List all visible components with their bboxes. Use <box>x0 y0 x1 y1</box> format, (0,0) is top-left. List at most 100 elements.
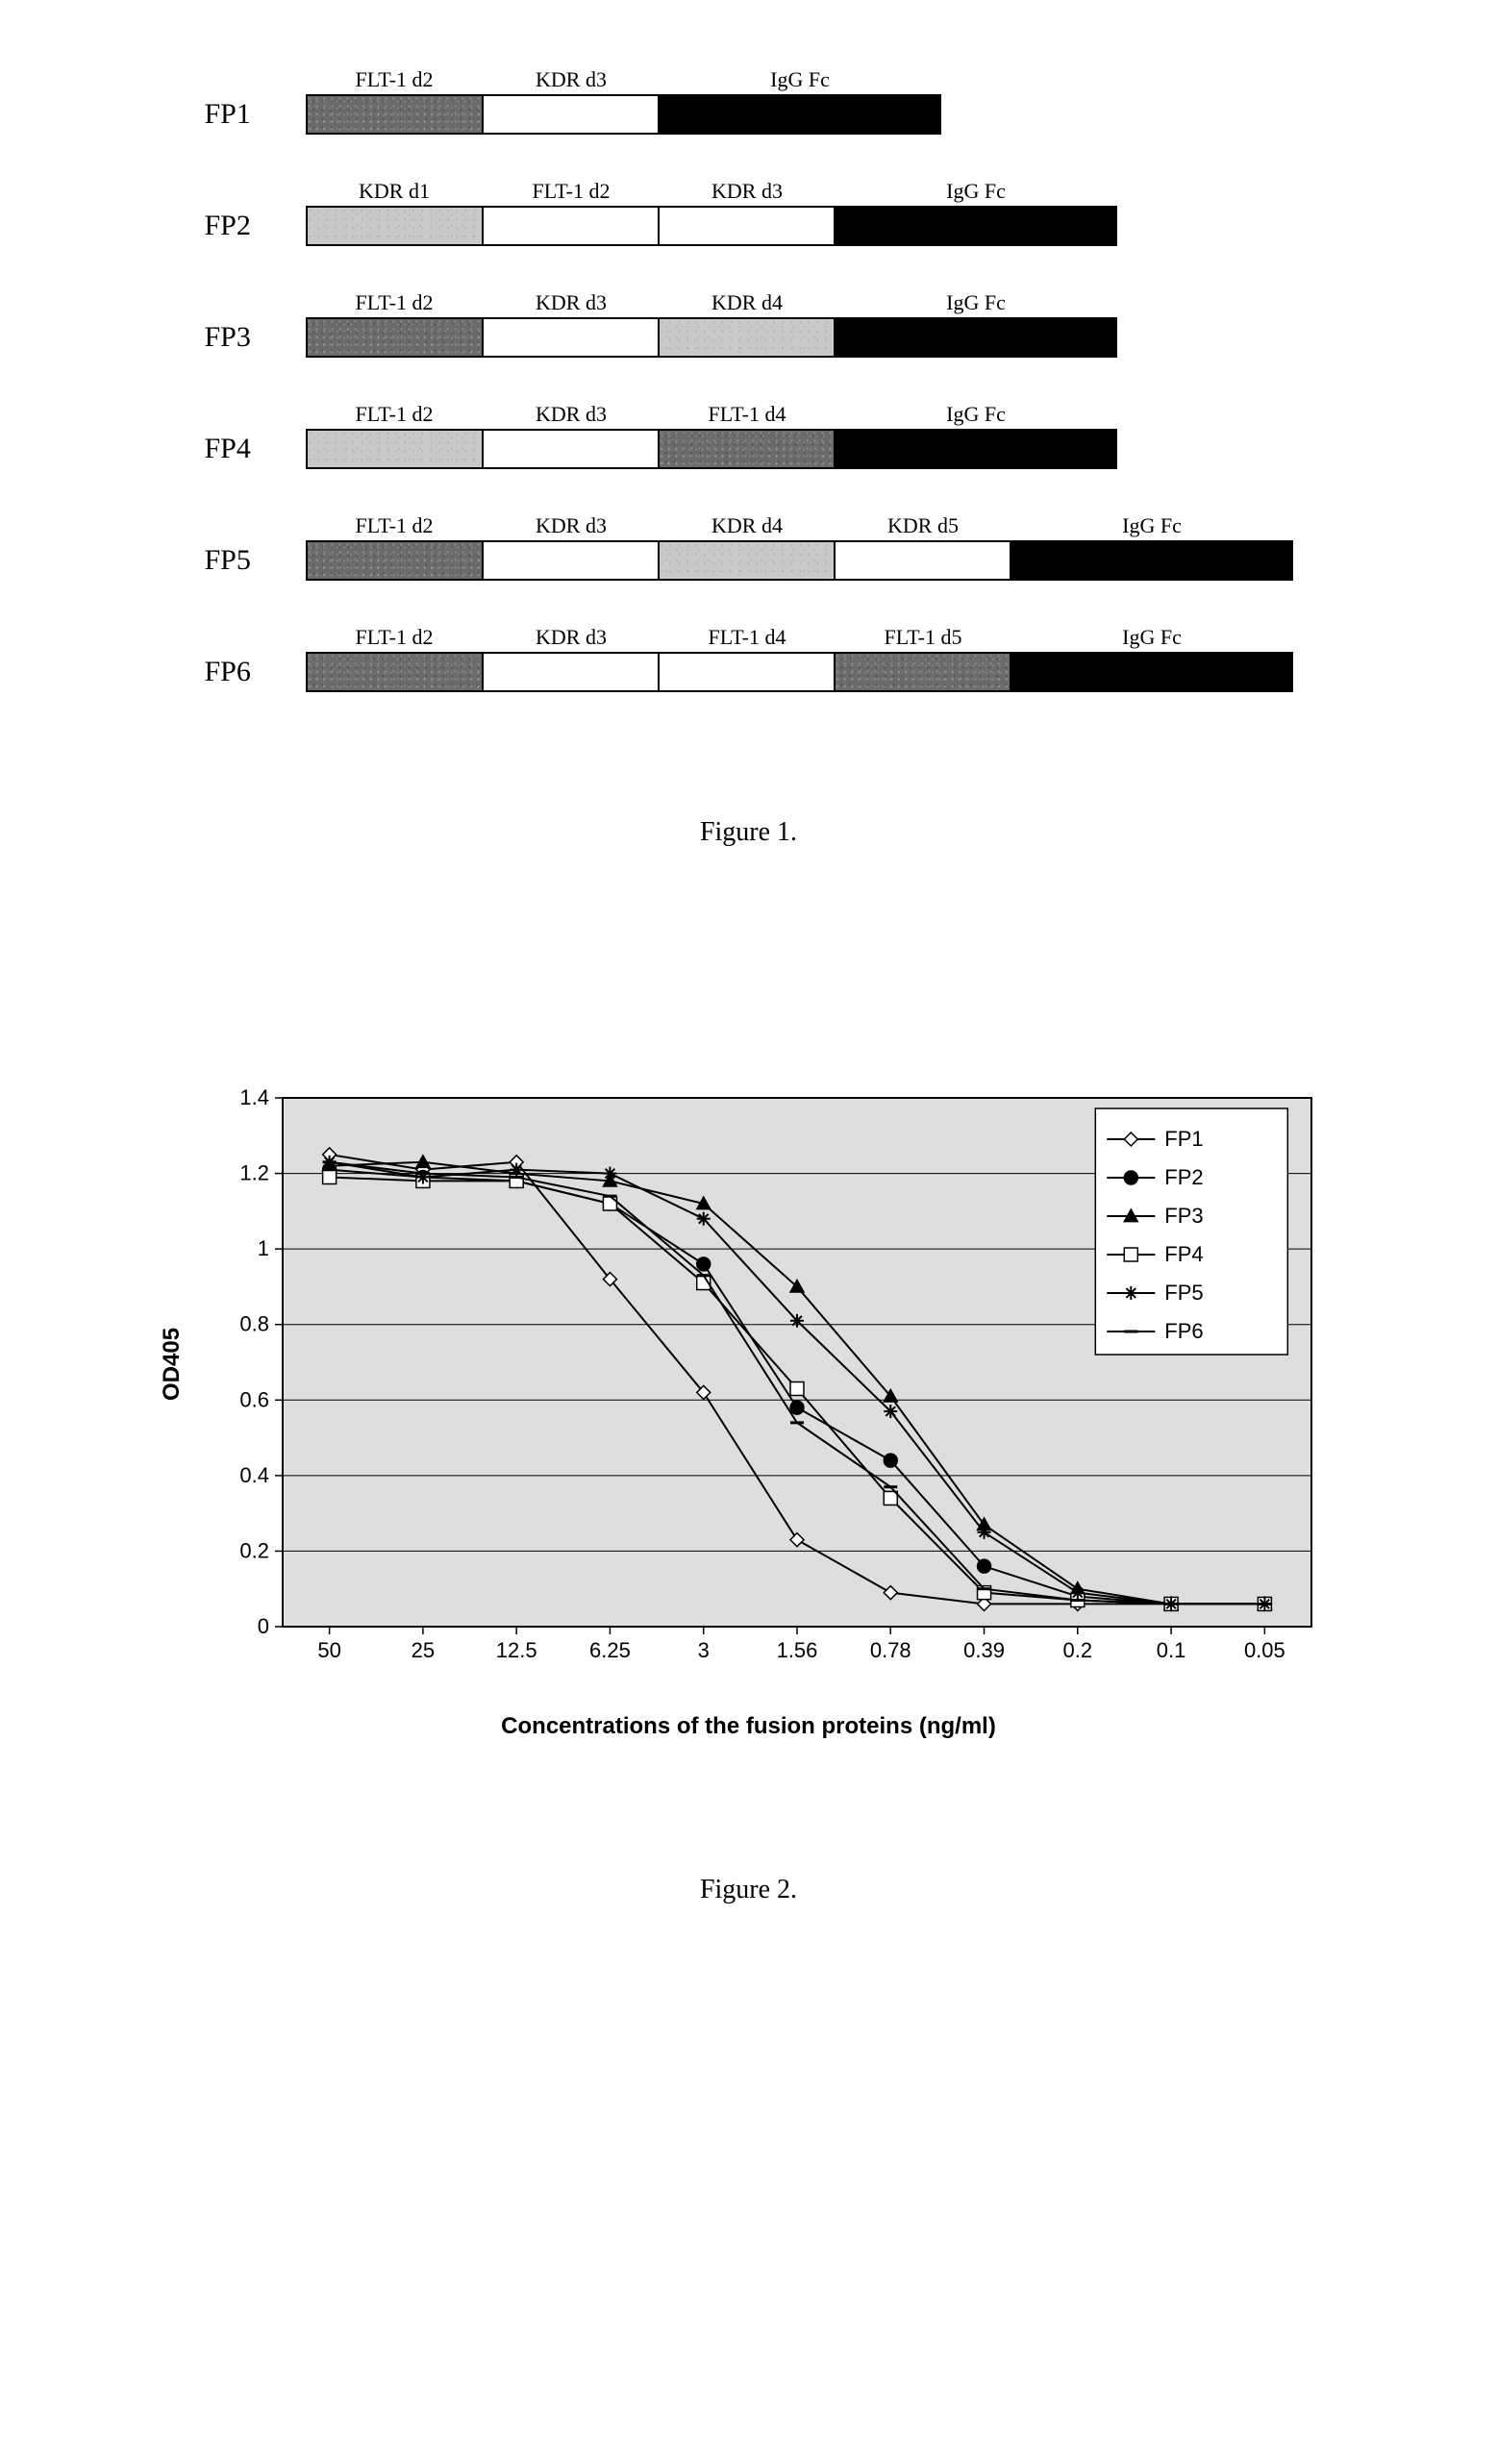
construct-row: FP4 FLT-1 d2 KDR d3 FLT-1 d4 IgG Fc <box>205 402 1293 469</box>
construct-label: FP4 <box>205 433 306 469</box>
domain-unit: IgG Fc <box>836 402 1117 469</box>
domain-box <box>834 429 1117 469</box>
domain-label: IgG Fc <box>1122 513 1182 538</box>
domain-label: FLT-1 d2 <box>356 625 434 650</box>
domain-label: FLT-1 d2 <box>533 179 611 204</box>
domain-label: FLT-1 d4 <box>709 625 786 650</box>
domain-box <box>658 429 836 469</box>
domain-box <box>1010 540 1293 581</box>
domain-group: FLT-1 d2 KDR d3 IgG Fc <box>306 67 941 135</box>
domain-unit: KDR d3 <box>484 513 660 581</box>
construct-label: FP5 <box>205 544 306 581</box>
domain-box <box>658 94 941 135</box>
domain-box <box>834 317 1117 358</box>
construct-label: FP2 <box>205 210 306 246</box>
domain-group: FLT-1 d2 KDR d3 FLT-1 d4 IgG Fc <box>306 402 1117 469</box>
domain-box <box>834 652 1011 692</box>
construct-row: FP2KDR d1FLT-1 d2KDR d3IgG Fc <box>205 179 1293 246</box>
domain-unit: FLT-1 d5 <box>836 625 1011 692</box>
domain-unit: FLT-1 d2 <box>484 179 660 246</box>
domain-unit: FLT-1 d2 <box>306 625 484 692</box>
svg-text:25: 25 <box>411 1638 434 1662</box>
domain-label: FLT-1 d2 <box>356 402 434 427</box>
figure-2: OD405 00.20.40.60.811.21.4502512.56.2531… <box>96 1079 1401 1905</box>
line-chart: 00.20.40.60.811.21.4502512.56.2531.560.7… <box>206 1079 1340 1694</box>
domain-box <box>1010 652 1293 692</box>
domain-unit: KDR d3 <box>484 67 660 135</box>
domain-box <box>306 429 484 469</box>
domain-box <box>482 94 660 135</box>
domain-box <box>658 540 836 581</box>
figure-1: FP1 FLT-1 d2 KDR d3 IgG Fc FP2 KDR d1 FLT-1 d2… <box>96 67 1401 848</box>
domain-box <box>658 652 836 692</box>
domain-unit: KDR d1 <box>306 179 484 246</box>
domain-unit: IgG Fc <box>1011 625 1293 692</box>
domain-group: FLT-1 d2KDR d3FLT-1 d4FLT-1 d5IgG Fc <box>306 625 1293 692</box>
svg-text:0.6: 0.6 <box>239 1387 269 1411</box>
domain-unit: KDR d4 <box>660 290 836 358</box>
domain-label: IgG Fc <box>946 290 1006 315</box>
domain-label: KDR d3 <box>536 67 607 92</box>
domain-label: IgG Fc <box>946 402 1006 427</box>
domain-unit: FLT-1 d2 <box>306 67 484 135</box>
domain-box <box>306 317 484 358</box>
domain-box <box>306 206 484 246</box>
svg-text:1.4: 1.4 <box>239 1085 269 1109</box>
construct-row: FP5FLT-1 d2KDR d3KDR d4KDR d5IgG Fc <box>205 513 1293 581</box>
construct-label: FP6 <box>205 656 306 692</box>
construct-row: FP3 FLT-1 d2 KDR d3 KDR d4 IgG Fc <box>205 290 1293 358</box>
construct-label: FP3 <box>205 321 306 358</box>
construct-label: FP1 <box>205 98 306 135</box>
domain-unit: FLT-1 d2 <box>306 290 484 358</box>
figure-1-caption: Figure 1. <box>700 817 797 848</box>
domain-group: FLT-1 d2KDR d3KDR d4KDR d5IgG Fc <box>306 513 1293 581</box>
domain-box <box>306 94 484 135</box>
svg-text:FP4: FP4 <box>1164 1242 1203 1266</box>
domain-box <box>306 652 484 692</box>
domain-box <box>834 206 1117 246</box>
svg-text:FP2: FP2 <box>1164 1165 1203 1189</box>
domain-unit: KDR d4 <box>660 513 836 581</box>
domain-label: FLT-1 d4 <box>709 402 786 427</box>
domain-unit: IgG Fc <box>836 290 1117 358</box>
domain-unit: IgG Fc <box>660 67 941 135</box>
domain-unit: FLT-1 d2 <box>306 402 484 469</box>
svg-text:1.2: 1.2 <box>239 1161 269 1185</box>
domain-unit: IgG Fc <box>836 179 1117 246</box>
domain-box <box>482 317 660 358</box>
svg-text:FP5: FP5 <box>1164 1281 1203 1305</box>
svg-text:12.5: 12.5 <box>495 1638 536 1662</box>
svg-text:FP1: FP1 <box>1164 1127 1203 1151</box>
domain-label: KDR d4 <box>711 513 783 538</box>
svg-text:0.2: 0.2 <box>239 1538 269 1562</box>
domain-unit: FLT-1 d2 <box>306 513 484 581</box>
domain-label: FLT-1 d2 <box>356 67 434 92</box>
svg-text:6.25: 6.25 <box>589 1638 631 1662</box>
domain-label: FLT-1 d2 <box>356 290 434 315</box>
domain-box <box>834 540 1011 581</box>
domain-label: KDR d3 <box>536 513 607 538</box>
domain-box <box>482 652 660 692</box>
chart-x-axis-label: Concentrations of the fusion proteins (n… <box>501 1713 996 1740</box>
domain-label: KDR d3 <box>536 402 607 427</box>
domain-unit: KDR d3 <box>484 402 660 469</box>
svg-text:0.39: 0.39 <box>963 1638 1005 1662</box>
domain-box <box>482 429 660 469</box>
domain-label: FLT-1 d2 <box>356 513 434 538</box>
domain-label: KDR d1 <box>359 179 430 204</box>
svg-text:FP6: FP6 <box>1164 1319 1203 1343</box>
svg-text:FP3: FP3 <box>1164 1204 1203 1228</box>
svg-text:0: 0 <box>257 1614 268 1638</box>
domain-label: IgG Fc <box>770 67 830 92</box>
figure-2-caption: Figure 2. <box>700 1875 797 1905</box>
domain-label: KDR d4 <box>711 290 783 315</box>
domain-label: KDR d3 <box>536 290 607 315</box>
domain-unit: KDR d3 <box>484 290 660 358</box>
svg-text:1.56: 1.56 <box>776 1638 817 1662</box>
domain-label: FLT-1 d5 <box>885 625 962 650</box>
domain-unit: IgG Fc <box>1011 513 1293 581</box>
domain-group: KDR d1FLT-1 d2KDR d3IgG Fc <box>306 179 1117 246</box>
domain-box <box>658 206 836 246</box>
construct-row: FP6FLT-1 d2KDR d3FLT-1 d4FLT-1 d5IgG Fc <box>205 625 1293 692</box>
svg-text:1: 1 <box>257 1236 268 1260</box>
